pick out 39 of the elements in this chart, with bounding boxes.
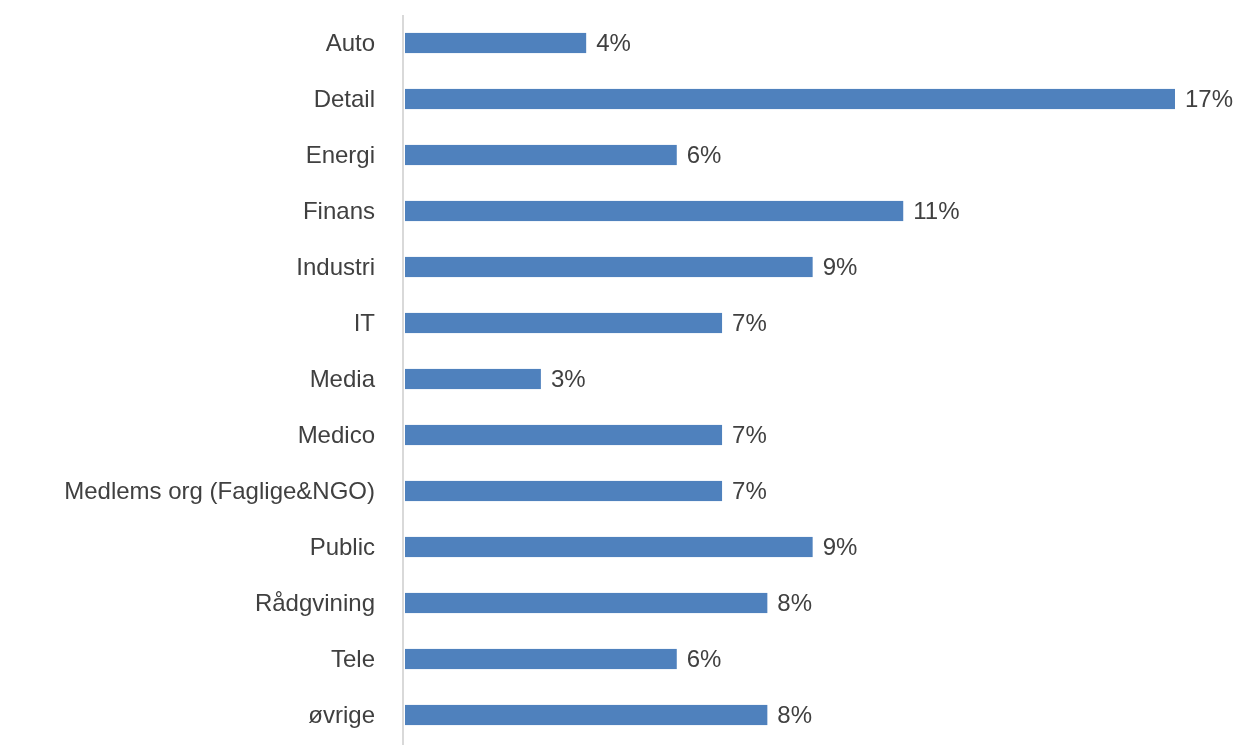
y-tick-label: Detail <box>313 85 375 113</box>
data-label: 7% <box>732 421 767 449</box>
data-label: 17% <box>1185 85 1234 113</box>
bar <box>405 480 723 502</box>
bar <box>405 368 541 390</box>
y-tick-label: Public <box>309 533 375 561</box>
data-label: 7% <box>732 477 767 505</box>
data-label: 9% <box>822 533 858 561</box>
y-tick-label: Medlems org (Faglige&NGO) <box>64 477 375 505</box>
bar <box>405 312 723 334</box>
data-label: 4% <box>596 29 631 57</box>
data-label: 8% <box>777 589 813 617</box>
y-tick-label: øvrige <box>308 701 375 729</box>
bar <box>405 424 723 446</box>
y-tick-label: Industri <box>296 253 375 281</box>
y-tick-label: Medico <box>297 421 375 449</box>
data-label: 8% <box>777 701 813 729</box>
bar <box>405 536 813 558</box>
data-label: 11% <box>913 197 960 225</box>
y-tick-label: Rådgvining <box>254 589 375 617</box>
y-tick-label: Finans <box>302 197 375 225</box>
data-label: 3% <box>550 365 586 393</box>
bar <box>405 88 1175 110</box>
data-label: 7% <box>732 309 767 337</box>
bar <box>405 200 904 222</box>
bar <box>405 704 768 726</box>
y-tick-label: IT <box>353 309 376 337</box>
data-label: 6% <box>686 645 722 673</box>
bar <box>405 32 587 54</box>
y-tick-label: Energi <box>305 141 375 169</box>
y-tick-label: Media <box>309 365 376 393</box>
bar <box>405 648 677 670</box>
bar <box>405 592 768 614</box>
data-label: 9% <box>822 253 858 281</box>
y-tick-label: Auto <box>325 29 375 57</box>
bar <box>405 256 813 278</box>
bar <box>405 144 677 166</box>
y-tick-label: Tele <box>330 645 375 673</box>
data-label: 6% <box>686 141 722 169</box>
